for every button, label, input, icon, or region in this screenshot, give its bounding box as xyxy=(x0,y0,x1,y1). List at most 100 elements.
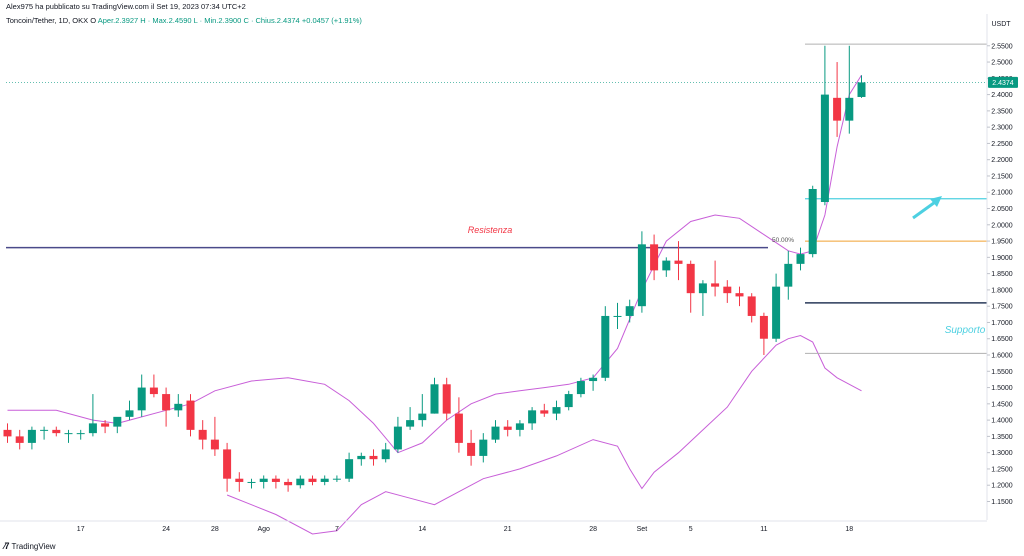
candle[interactable] xyxy=(332,475,341,482)
symbol-info: Toncoin/Tether, 1D, OKX O Aper.2.3927 H … xyxy=(6,16,362,25)
candle[interactable] xyxy=(625,299,634,323)
candle[interactable] xyxy=(662,257,671,277)
candle[interactable] xyxy=(845,45,854,134)
candle-body xyxy=(759,315,768,339)
candle[interactable] xyxy=(833,62,842,137)
candle[interactable] xyxy=(149,374,158,398)
candle[interactable] xyxy=(101,420,110,434)
candle[interactable] xyxy=(357,452,366,466)
candle[interactable] xyxy=(40,426,49,440)
candle[interactable] xyxy=(796,247,805,271)
candle[interactable] xyxy=(759,312,768,356)
candle[interactable] xyxy=(503,420,512,437)
candle[interactable] xyxy=(576,377,585,398)
candle-body xyxy=(296,478,305,486)
candle[interactable] xyxy=(223,442,232,492)
candle[interactable] xyxy=(698,280,707,316)
time-tick-label: 21 xyxy=(504,526,512,533)
candle[interactable] xyxy=(430,377,439,414)
candle-body xyxy=(796,254,805,264)
candle[interactable] xyxy=(3,423,12,443)
candle[interactable] xyxy=(296,475,305,489)
candle[interactable] xyxy=(64,429,73,443)
candle-body xyxy=(503,426,512,430)
candle-body xyxy=(357,455,366,460)
candle[interactable] xyxy=(808,185,817,258)
candle[interactable] xyxy=(442,377,451,421)
candle[interactable] xyxy=(479,433,488,463)
candle[interactable] xyxy=(210,416,219,456)
candle[interactable] xyxy=(271,475,280,489)
candle[interactable] xyxy=(601,306,610,382)
candle[interactable] xyxy=(76,429,85,440)
symbol-name[interactable]: Toncoin/Tether, 1D, OKX xyxy=(6,16,89,25)
candle[interactable] xyxy=(308,475,317,486)
tradingview-logo[interactable]: ⁄7 TradingView xyxy=(4,541,56,551)
candle[interactable] xyxy=(406,407,415,430)
candle[interactable] xyxy=(284,478,293,492)
price-tick-label: 2.1500 xyxy=(991,173,1013,180)
candle[interactable] xyxy=(113,416,122,434)
candle[interactable] xyxy=(88,394,97,437)
candle[interactable] xyxy=(515,420,524,437)
candle[interactable] xyxy=(454,397,463,453)
candle-body xyxy=(186,400,195,430)
candle[interactable] xyxy=(820,45,829,206)
candle[interactable] xyxy=(650,234,659,281)
candle[interactable] xyxy=(174,394,183,417)
candle[interactable] xyxy=(15,429,24,450)
price-tick-label: 1.3500 xyxy=(991,434,1013,441)
candle-body xyxy=(613,315,622,317)
candle[interactable] xyxy=(381,442,390,463)
candle[interactable] xyxy=(186,394,195,437)
candle[interactable] xyxy=(637,231,646,313)
time-tick-label: 24 xyxy=(162,526,170,533)
candle[interactable] xyxy=(723,280,732,303)
candle[interactable] xyxy=(747,293,756,323)
time-axis[interactable]: 17 24 28 Ago 7 14 21 28 Set 5 11 18 xyxy=(0,520,987,533)
candle[interactable] xyxy=(686,260,695,313)
price-tick-label: 1.7000 xyxy=(991,320,1013,327)
candle[interactable] xyxy=(52,426,61,437)
candle[interactable] xyxy=(528,407,537,430)
candle[interactable] xyxy=(491,420,500,443)
candle-body xyxy=(223,449,232,479)
candle[interactable] xyxy=(735,286,744,307)
price-tick-label: 1.5000 xyxy=(991,385,1013,392)
candle[interactable] xyxy=(369,449,378,466)
candle[interactable] xyxy=(259,475,268,489)
candle[interactable] xyxy=(613,302,622,329)
candle[interactable] xyxy=(345,452,354,482)
candle[interactable] xyxy=(540,403,549,417)
candle[interactable] xyxy=(198,420,207,450)
candle-body xyxy=(210,439,219,450)
candle[interactable] xyxy=(784,250,793,300)
time-tick-label: 28 xyxy=(589,526,597,533)
candle[interactable] xyxy=(235,472,244,492)
candle[interactable] xyxy=(247,478,256,489)
price-axis[interactable]: USDT 2.55002.50002.45002.40002.35002.300… xyxy=(986,14,1013,520)
candle[interactable] xyxy=(125,400,134,421)
candle[interactable] xyxy=(418,394,427,427)
candle[interactable] xyxy=(320,475,329,486)
price-tick-label: 2.4000 xyxy=(991,92,1013,99)
candle[interactable] xyxy=(162,387,171,427)
candle[interactable] xyxy=(711,260,720,297)
candle[interactable] xyxy=(27,426,36,450)
price-tick-label: 2.5500 xyxy=(991,43,1013,50)
candle[interactable] xyxy=(772,273,781,342)
candle[interactable] xyxy=(674,241,683,281)
candle-body xyxy=(845,97,854,121)
candle-body xyxy=(113,416,122,427)
candle[interactable] xyxy=(857,75,866,98)
price-tick-label: 1.3000 xyxy=(991,450,1013,457)
candle-body xyxy=(552,407,561,414)
time-tick-label: 11 xyxy=(760,526,767,533)
candle[interactable] xyxy=(393,416,402,453)
candle[interactable] xyxy=(564,390,573,411)
candle[interactable] xyxy=(552,400,561,421)
candle[interactable] xyxy=(137,374,146,417)
candle[interactable] xyxy=(467,429,476,466)
candle[interactable] xyxy=(589,374,598,391)
